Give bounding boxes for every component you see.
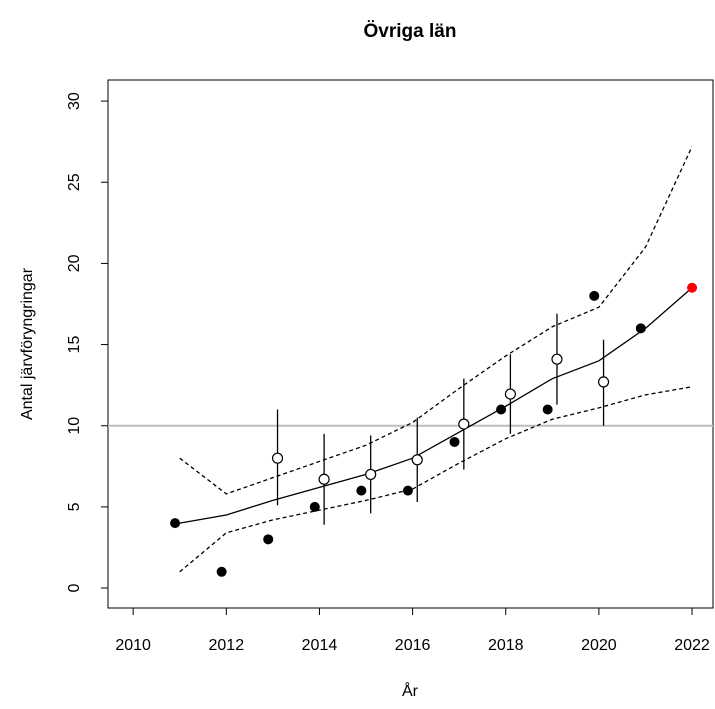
estimated-point <box>271 452 284 464</box>
estimated-point <box>365 468 377 481</box>
trend-line <box>179 287 693 524</box>
observed-point <box>170 518 181 529</box>
y-tick-label: 10 <box>66 417 83 435</box>
estimated-point <box>318 473 330 485</box>
forecast-point <box>687 282 698 293</box>
x-tick-label: 2010 <box>115 637 151 654</box>
observed-point <box>356 485 367 496</box>
y-tick-label: 5 <box>66 502 83 511</box>
observed-point <box>542 404 553 415</box>
estimated-point <box>411 454 423 466</box>
x-axis-label: År <box>402 681 419 700</box>
observed-point <box>589 290 600 301</box>
x-tick-label: 2016 <box>395 637 431 654</box>
observed-point <box>402 485 413 496</box>
x-tick-label: 2012 <box>209 637 245 654</box>
x-tick-label: 2020 <box>581 637 617 654</box>
estimated-point <box>551 353 563 365</box>
lower-bound-line <box>179 386 693 573</box>
y-axis-label: Antal järvföryngringar <box>19 267 36 420</box>
estimated-point <box>458 418 470 430</box>
upper-bound-line <box>179 146 693 495</box>
x-tick-label: 2014 <box>302 637 338 654</box>
observed-point <box>263 534 274 545</box>
estimated-point <box>597 376 610 388</box>
x-tick-label: 2022 <box>674 637 710 654</box>
observed-point <box>216 566 227 577</box>
y-tick-label: 25 <box>66 173 83 191</box>
y-tick-label: 0 <box>66 583 83 592</box>
y-tick-label: 15 <box>66 336 83 354</box>
x-tick-label: 2018 <box>488 637 524 654</box>
observed-point <box>635 323 646 334</box>
observed-point <box>309 501 320 512</box>
observed-point <box>496 404 507 415</box>
chart-title: Övriga län <box>364 21 457 42</box>
estimated-point <box>504 388 517 400</box>
observed-point <box>449 436 460 447</box>
y-tick-label: 30 <box>66 92 83 110</box>
y-tick-label: 20 <box>66 254 83 272</box>
